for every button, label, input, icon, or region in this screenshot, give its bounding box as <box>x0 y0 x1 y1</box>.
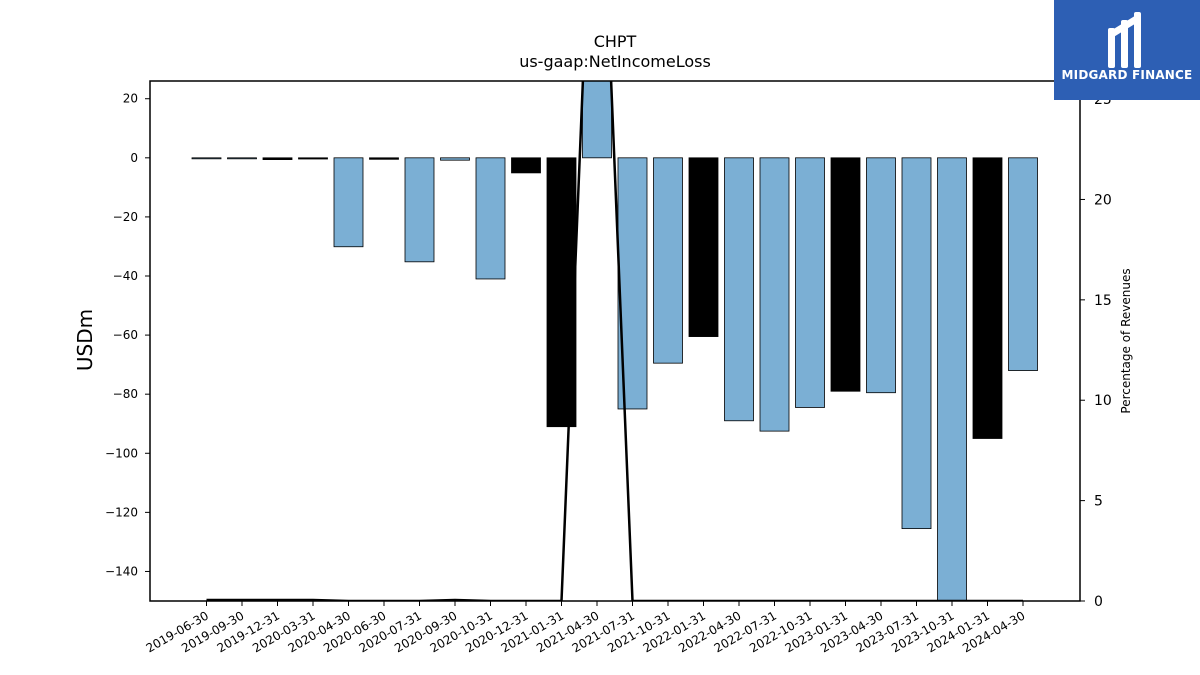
y-tick-label: −100 <box>105 446 138 460</box>
y-tick-label: −20 <box>113 210 138 224</box>
bar-2023-10-31 <box>937 157 967 601</box>
y-tick-label: −120 <box>105 505 138 519</box>
bars-group <box>191 81 1038 601</box>
bar-2021-04-30 <box>582 81 612 159</box>
bar-2020-12-31 <box>511 157 541 174</box>
logo-text: MIDGARD FINANCE <box>1061 68 1193 82</box>
brand-logo: MIDGARD FINANCE <box>1054 0 1200 100</box>
y-right-tick-label: 0 <box>1094 594 1103 610</box>
y-tick-label: −40 <box>113 269 138 283</box>
y-tick-label: −80 <box>113 387 138 401</box>
bar-2022-10-31 <box>795 157 825 408</box>
bar-2019-12-31 <box>262 157 293 160</box>
y-right-tick-label: 5 <box>1094 494 1103 510</box>
bar-2022-07-31 <box>759 157 790 432</box>
bar-2021-10-31 <box>653 157 683 364</box>
bar-2022-04-30 <box>724 157 754 422</box>
bar-2019-06-30 <box>191 157 222 160</box>
bar-2019-09-30 <box>227 157 257 160</box>
percentage-line <box>206 81 1023 601</box>
bar-2020-09-30 <box>440 157 470 161</box>
bar-2020-10-31 <box>475 157 506 280</box>
chart-title: CHPT <box>593 32 637 51</box>
bar-2024-01-31 <box>972 157 1003 439</box>
logo-mark-icon <box>1108 12 1141 68</box>
y-right-tick-label: 15 <box>1094 293 1112 309</box>
bar-2020-06-30 <box>369 157 399 160</box>
bar-2023-04-30 <box>866 157 896 394</box>
bar-2022-01-31 <box>688 157 719 337</box>
bar-2020-03-31 <box>298 157 328 160</box>
bar-2020-07-31 <box>404 157 435 263</box>
y-tick-label: −60 <box>113 328 138 342</box>
y-tick-label: 20 <box>123 92 138 106</box>
plot-frame <box>149 80 1081 602</box>
y-tick-label: −140 <box>105 564 138 578</box>
bar-2023-07-31 <box>901 157 932 530</box>
bar-2021-01-31 <box>546 157 577 428</box>
bar-2023-01-31 <box>830 157 861 392</box>
bar-2024-04-30 <box>1008 157 1038 371</box>
chart-subtitle: us-gaap:NetIncomeLoss <box>519 52 711 71</box>
bar-2020-04-30 <box>333 157 364 248</box>
y-right-tick-label: 10 <box>1094 393 1112 409</box>
y-tick-label: 0 <box>130 151 138 165</box>
y-right-tick-label: 20 <box>1094 192 1112 208</box>
